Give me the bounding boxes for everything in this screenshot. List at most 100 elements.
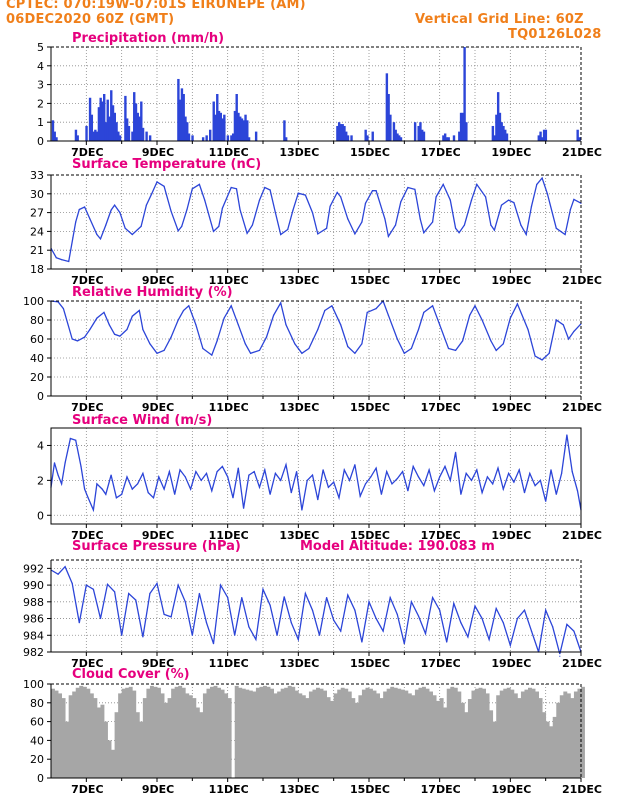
pressure-point bbox=[354, 609, 356, 611]
wind-point bbox=[243, 507, 245, 509]
rh-point bbox=[548, 352, 550, 354]
pressure-point bbox=[311, 609, 314, 611]
wind-point bbox=[205, 472, 208, 474]
temp-point bbox=[354, 233, 356, 235]
temp-point bbox=[470, 199, 473, 201]
rh-point bbox=[308, 347, 310, 350]
precip-bar bbox=[108, 116, 111, 141]
precip-bar bbox=[184, 116, 187, 141]
temp-point bbox=[458, 232, 460, 234]
cloud-bar bbox=[383, 691, 388, 778]
temp-point bbox=[55, 257, 57, 259]
wind-point bbox=[264, 469, 266, 471]
rh-point bbox=[317, 328, 319, 331]
precip-bar bbox=[145, 131, 148, 141]
x-tick-label: 19DEC bbox=[491, 146, 531, 159]
precip-bar bbox=[94, 129, 97, 141]
rh-point bbox=[516, 303, 519, 305]
pressure-point bbox=[481, 617, 483, 620]
temp-point bbox=[442, 183, 444, 185]
x-tick-label: 7DEC bbox=[71, 401, 103, 414]
rh-point bbox=[474, 305, 476, 307]
precip-bar bbox=[247, 137, 251, 141]
temp-point bbox=[336, 191, 338, 194]
cloud-bar bbox=[436, 700, 441, 778]
x-tick-label: 21DEC bbox=[562, 274, 602, 287]
precip-bar bbox=[419, 122, 422, 141]
temp-point bbox=[204, 199, 206, 201]
cloud-bar bbox=[404, 690, 409, 778]
pressure-point bbox=[566, 623, 568, 626]
rh-point bbox=[375, 308, 377, 310]
temp-point bbox=[191, 188, 193, 190]
pressure-point bbox=[453, 602, 455, 605]
x-tick-label: 11DEC bbox=[209, 783, 249, 796]
y-tick-label: 60 bbox=[30, 716, 44, 729]
rh-point bbox=[76, 340, 79, 342]
panel-precip: 0 1 2 3 4 5 7DEC 9DEC 11DEC 13DEC 15DEC 17DEC 19DEC 2… bbox=[37, 31, 602, 159]
x-tick-label: 17DEC bbox=[421, 657, 461, 670]
precip-bar bbox=[177, 78, 180, 141]
precip-bar bbox=[101, 101, 104, 141]
wind-point bbox=[417, 476, 420, 478]
temp-point bbox=[414, 188, 416, 190]
cloud-bar bbox=[485, 693, 490, 778]
wind-point bbox=[380, 493, 382, 495]
precip-bar bbox=[283, 120, 286, 141]
cloud-bar bbox=[79, 685, 84, 778]
rh-point bbox=[568, 338, 570, 340]
cloud-bar bbox=[489, 710, 494, 778]
precip-bar bbox=[417, 125, 420, 141]
y-tick-label: 27 bbox=[30, 207, 44, 220]
cloud-bar bbox=[192, 698, 197, 778]
cloud-bar bbox=[535, 691, 539, 778]
panel-frame bbox=[50, 427, 582, 525]
cloud-bar bbox=[185, 693, 190, 778]
precip-bar bbox=[493, 135, 496, 141]
pressure-point bbox=[121, 634, 123, 636]
cloud-bar bbox=[407, 693, 412, 778]
cloud-bar bbox=[125, 687, 130, 778]
panel-title-precip: Precipitation (mm/h) bbox=[72, 31, 224, 46]
cloud-bar bbox=[326, 697, 331, 778]
rh-point bbox=[195, 324, 197, 326]
rh-point bbox=[250, 352, 252, 354]
x-tick-label: 15DEC bbox=[350, 529, 390, 542]
wind-point bbox=[57, 474, 59, 476]
temp-point bbox=[105, 224, 107, 226]
temp-point bbox=[280, 233, 282, 236]
precip-bar bbox=[392, 122, 396, 141]
precip-bar bbox=[244, 114, 247, 141]
cloud-bar bbox=[499, 690, 504, 778]
cloud-bar bbox=[506, 687, 511, 778]
precip-bar bbox=[364, 129, 367, 141]
rh-point bbox=[119, 335, 121, 337]
temp-point bbox=[407, 186, 409, 189]
panel-wind: 0 2 4 7DEC 9DEC 11DEC 13DEC 15DEC 17DEC 19DEC 21DE… bbox=[37, 413, 602, 542]
cloud-bar bbox=[277, 691, 282, 778]
x-tick-label: 21DEC bbox=[562, 529, 602, 542]
precip-bar bbox=[90, 114, 94, 141]
cloud-bar bbox=[195, 707, 200, 778]
wind-point bbox=[561, 472, 563, 474]
precip-bar bbox=[133, 92, 136, 141]
x-tick-label: 21DEC bbox=[562, 146, 602, 159]
wind-point bbox=[137, 483, 139, 485]
cloud-bar bbox=[146, 688, 151, 778]
y-tick-label: 3 bbox=[37, 79, 44, 92]
y-tick-label: 982 bbox=[23, 646, 44, 659]
pressure-point bbox=[170, 616, 172, 618]
pressure-point bbox=[220, 584, 222, 586]
cloud-bar bbox=[255, 687, 260, 778]
wind-point bbox=[343, 469, 345, 471]
cloud-bar bbox=[160, 693, 165, 778]
rh-point bbox=[573, 330, 575, 332]
precip-bar bbox=[117, 131, 120, 141]
y-tick-label: 0 bbox=[37, 135, 44, 148]
precip-bar bbox=[216, 94, 219, 141]
precip-bar bbox=[350, 135, 353, 141]
cloud-bar bbox=[358, 695, 363, 778]
wind-point bbox=[338, 497, 340, 499]
wind-point bbox=[439, 476, 441, 478]
precip-bar bbox=[226, 135, 230, 141]
